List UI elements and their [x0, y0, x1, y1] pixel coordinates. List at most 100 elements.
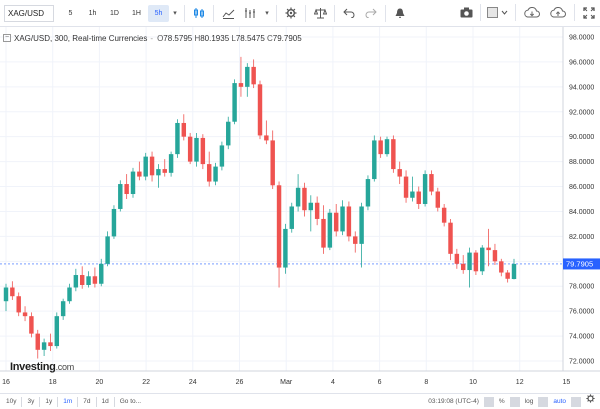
- price-tick-label: 94.0000: [569, 84, 594, 91]
- candle-body: [416, 191, 421, 204]
- undo-icon[interactable]: [338, 5, 360, 22]
- candle-body: [283, 228, 288, 268]
- candle-body: [130, 171, 136, 195]
- dropdown-chevron-icon[interactable]: ▾: [265, 10, 269, 17]
- candle-body: [397, 169, 402, 177]
- candle-body: [213, 166, 218, 182]
- camera-icon[interactable]: [455, 4, 477, 21]
- compare-icon[interactable]: [239, 5, 261, 22]
- candle-body: [10, 287, 15, 297]
- symbol-search-input[interactable]: XAG/USD: [4, 4, 54, 22]
- timeframe-5h[interactable]: 5h: [148, 4, 169, 22]
- candle-body: [448, 222, 453, 254]
- candle-body: [302, 187, 307, 211]
- candle-body: [143, 156, 148, 177]
- candle-body: [270, 140, 275, 186]
- redo-icon[interactable]: [360, 5, 382, 22]
- candle-body: [480, 247, 485, 272]
- log-toggle[interactable]: log: [524, 398, 534, 405]
- logo-suffix: .com: [55, 362, 75, 372]
- range-1m[interactable]: 1m: [63, 397, 73, 405]
- percent-toggle[interactable]: %: [498, 398, 505, 405]
- candle-body: [422, 174, 428, 204]
- legend-open-value: 78.5795: [163, 33, 193, 43]
- range-10y[interactable]: 10y: [6, 397, 17, 405]
- goto-date-button[interactable]: Go to...: [119, 397, 142, 405]
- price-tick-label: 74.0000: [569, 334, 594, 341]
- candle-body: [54, 316, 60, 347]
- alert-icon[interactable]: [389, 5, 411, 22]
- legend-low-label: L: [231, 33, 236, 43]
- time-tick-label: 15: [563, 379, 571, 386]
- candle-body: [264, 135, 269, 141]
- cloud-download-icon[interactable]: [519, 4, 545, 21]
- time-tick-label: 10: [469, 379, 477, 386]
- candle-body: [181, 122, 187, 137]
- bottom-right-controls: 03:19:08 (UTC-4) % log auto: [423, 394, 600, 409]
- legend-title: XAG/USD, 300, Real-time Currencies: [14, 33, 148, 43]
- settings-icon[interactable]: [280, 5, 302, 22]
- candle-body: [403, 176, 409, 198]
- timeframe-5[interactable]: 5: [68, 9, 73, 17]
- candle-body: [219, 145, 225, 167]
- time-tick-label: Mar: [280, 379, 293, 386]
- candle-body: [99, 263, 104, 284]
- range-7d[interactable]: 7d: [83, 397, 91, 405]
- range-1y[interactable]: 1y: [45, 397, 53, 405]
- chevron-down-icon[interactable]: ▾: [173, 10, 177, 17]
- price-tick-label: 78.0000: [569, 284, 594, 291]
- candle-body: [124, 184, 129, 195]
- price-chart[interactable]: 98.0000 96.0000 94.0000 92.0000 90.0000 88.00…: [0, 27, 600, 393]
- top-toolbar: XAG/USD 5 1h 1D 1H 5h ▾ ▾: [0, 0, 600, 27]
- price-tick-label: 88.0000: [569, 159, 594, 166]
- cloud-upload-icon[interactable]: [545, 4, 571, 21]
- candle-body: [111, 208, 117, 237]
- toolbar-right-group: [455, 4, 600, 21]
- candle-body: [251, 66, 256, 85]
- collapse-legend-icon[interactable]: −: [3, 34, 11, 42]
- candle-body: [35, 333, 40, 350]
- candle-body: [168, 154, 174, 173]
- fullscreen-icon[interactable]: [578, 4, 600, 21]
- candle-body: [289, 206, 294, 229]
- candle-body: [454, 253, 460, 264]
- legend-close-label: C: [267, 33, 273, 43]
- candle-body: [175, 122, 180, 155]
- candle-body: [162, 169, 167, 173]
- auto-toggle[interactable]: auto: [553, 398, 566, 405]
- candle-body: [499, 261, 504, 273]
- balance-icon[interactable]: [309, 5, 331, 22]
- candle-body: [200, 137, 206, 165]
- candle-body: [295, 187, 301, 207]
- candle-body: [29, 316, 34, 334]
- candle-body: [467, 252, 472, 271]
- timeframe-1h[interactable]: 1h: [88, 9, 97, 17]
- candle-body: [346, 206, 352, 237]
- candle-body: [194, 137, 199, 162]
- current-price-label-bg: [563, 258, 600, 270]
- range-3y[interactable]: 3y: [27, 397, 35, 405]
- timeframe-1h-alt[interactable]: 1H: [132, 9, 141, 17]
- candle-body: [79, 275, 85, 285]
- candles-icon[interactable]: [188, 5, 210, 22]
- range-1d[interactable]: 1d: [101, 397, 109, 405]
- candle-body: [86, 276, 91, 285]
- price-tick-label: 84.0000: [569, 209, 594, 216]
- candle-body: [3, 287, 9, 302]
- candle-body: [321, 218, 326, 248]
- legend-high-value: 80.1935: [200, 33, 230, 43]
- time-tick-label: 4: [331, 379, 335, 386]
- axis-settings-icon[interactable]: [581, 394, 600, 409]
- layout-icon[interactable]: [484, 4, 512, 21]
- price-tick-label: 90.0000: [569, 134, 594, 141]
- candle-body: [365, 179, 371, 207]
- time-tick-label: 16: [2, 379, 10, 386]
- time-tick-label: 24: [189, 379, 197, 386]
- indicators-icon[interactable]: [217, 5, 239, 22]
- candle-body: [118, 184, 123, 209]
- price-tick-label: 96.0000: [569, 59, 594, 66]
- timeframe-1d[interactable]: 1D: [110, 9, 119, 17]
- candles-series: [3, 56, 517, 359]
- candle-body: [276, 185, 282, 268]
- clock[interactable]: 03:19:08 (UTC-4): [428, 398, 479, 405]
